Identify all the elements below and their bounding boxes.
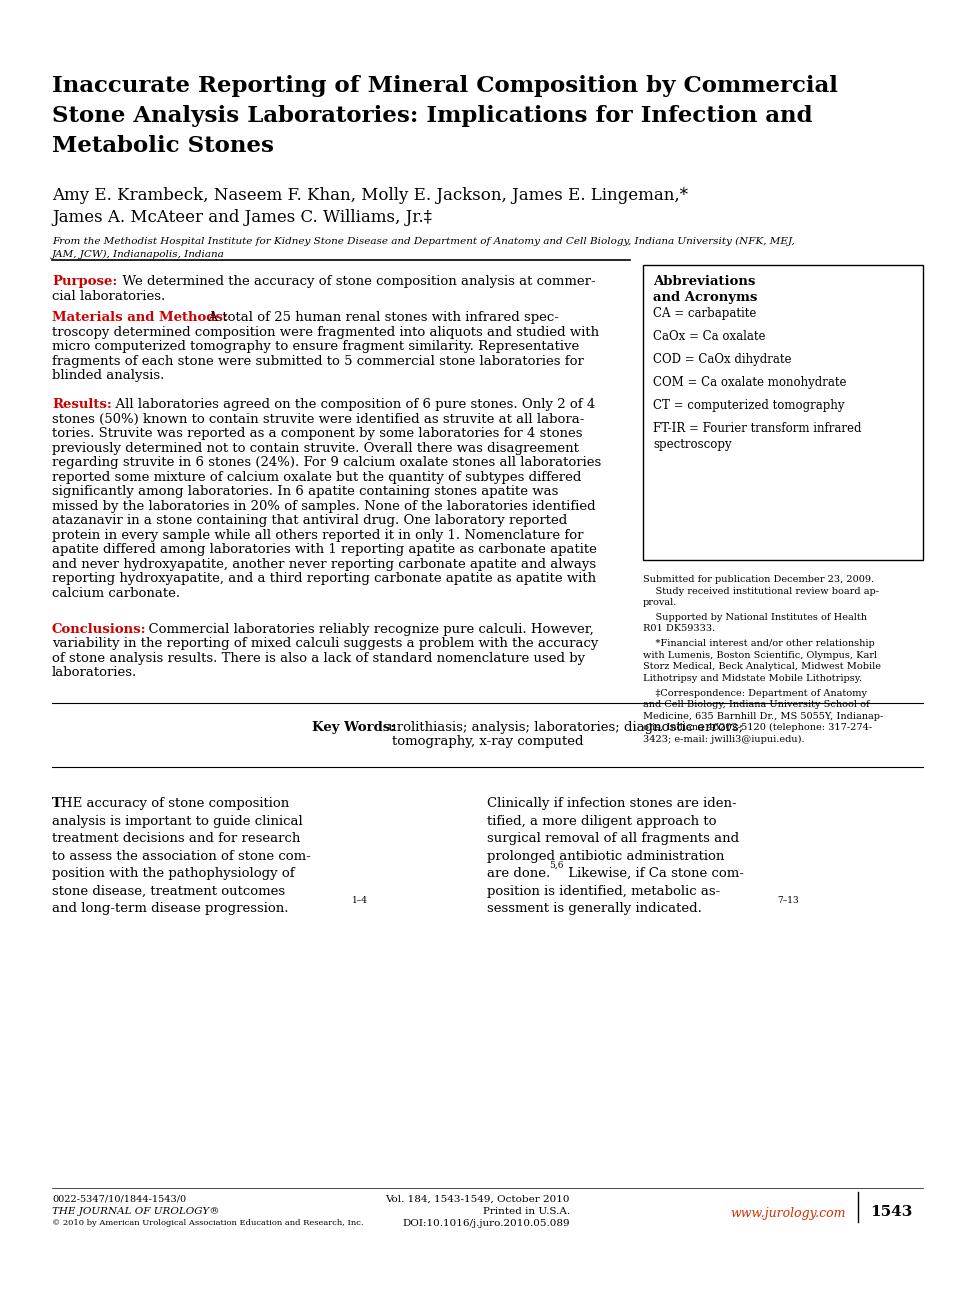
Text: to assess the association of stone com-: to assess the association of stone com- [52, 850, 311, 863]
Text: tories. Struvite was reported as a component by some laboratories for 4 stones: tories. Struvite was reported as a compo… [52, 427, 582, 440]
Text: Clinically if infection stones are iden-: Clinically if infection stones are iden- [487, 797, 737, 810]
Text: James A. McAteer and James C. Williams, Jr.‡: James A. McAteer and James C. Williams, … [52, 209, 432, 226]
Text: Likewise, if Ca stone com-: Likewise, if Ca stone com- [564, 867, 744, 880]
Text: THE JOURNAL OF UROLOGY®: THE JOURNAL OF UROLOGY® [52, 1207, 219, 1216]
Text: From the Methodist Hospital Institute for Kidney Stone Disease and Department of: From the Methodist Hospital Institute fo… [52, 238, 795, 247]
Text: Study received institutional review board ap-: Study received institutional review boar… [643, 586, 879, 595]
Text: R01 DK59333.: R01 DK59333. [643, 625, 716, 633]
Text: 3423; e-mail: jwilli3@iupui.edu).: 3423; e-mail: jwilli3@iupui.edu). [643, 735, 804, 744]
Text: position with the pathophysiology of: position with the pathophysiology of [52, 867, 294, 880]
Text: surgical removal of all fragments and: surgical removal of all fragments and [487, 833, 739, 846]
Text: fragments of each stone were submitted to 5 commercial stone laboratories for: fragments of each stone were submitted t… [52, 355, 584, 368]
Text: ‡Correspondence: Department of Anatomy: ‡Correspondence: Department of Anatomy [643, 689, 867, 698]
Text: © 2010 by American Urological Association Education and Research, Inc.: © 2010 by American Urological Associatio… [52, 1219, 364, 1227]
Text: COM = Ca oxalate monohydrate: COM = Ca oxalate monohydrate [653, 376, 846, 389]
Text: Supported by National Institutes of Health: Supported by National Institutes of Heal… [643, 613, 867, 622]
Text: and Cell Biology, Indiana University School of: and Cell Biology, Indiana University Sch… [643, 701, 870, 710]
Text: JAM, JCW), Indianapolis, Indiana: JAM, JCW), Indianapolis, Indiana [52, 251, 225, 260]
Text: Purpose:: Purpose: [52, 275, 117, 288]
Text: missed by the laboratories in 20% of samples. None of the laboratories identifie: missed by the laboratories in 20% of sam… [52, 500, 596, 513]
Text: 1–4: 1–4 [352, 897, 368, 906]
Text: Conclusions:: Conclusions: [52, 622, 146, 636]
Text: atazanavir in a stone containing that antiviral drug. One laboratory reported: atazanavir in a stone containing that an… [52, 514, 567, 527]
Text: proval.: proval. [643, 598, 678, 607]
Text: 1543: 1543 [870, 1205, 913, 1219]
Text: position is identified, metabolic as-: position is identified, metabolic as- [487, 885, 721, 898]
Text: All laboratories agreed on the composition of 6 pure stones. Only 2 of 4: All laboratories agreed on the compositi… [107, 398, 596, 411]
Text: 5,6: 5,6 [549, 861, 564, 870]
Text: 0022-5347/10/1844-1543/0: 0022-5347/10/1844-1543/0 [52, 1195, 186, 1205]
Text: stones (50%) known to contain struvite were identified as struvite at all labora: stones (50%) known to contain struvite w… [52, 412, 584, 425]
Text: stone disease, treatment outcomes: stone disease, treatment outcomes [52, 885, 285, 898]
Text: CT = computerized tomography: CT = computerized tomography [653, 399, 844, 412]
Text: troscopy determined composition were fragmented into aliquots and studied with: troscopy determined composition were fra… [52, 326, 599, 339]
Text: Key Words:: Key Words: [313, 720, 396, 733]
Text: treatment decisions and for research: treatment decisions and for research [52, 833, 300, 846]
Text: regarding struvite in 6 stones (24%). For 9 calcium oxalate stones all laborator: regarding struvite in 6 stones (24%). Fo… [52, 457, 602, 470]
Text: Inaccurate Reporting of Mineral Composition by Commercial: Inaccurate Reporting of Mineral Composit… [52, 74, 838, 97]
Text: HE accuracy of stone composition: HE accuracy of stone composition [61, 797, 290, 810]
Text: blinded analysis.: blinded analysis. [52, 369, 165, 382]
Text: tomography, x-ray computed: tomography, x-ray computed [392, 735, 583, 748]
Text: Metabolic Stones: Metabolic Stones [52, 134, 274, 157]
Text: Results:: Results: [52, 398, 112, 411]
Text: Amy E. Krambeck, Naseem F. Khan, Molly E. Jackson, James E. Lingeman,*: Amy E. Krambeck, Naseem F. Khan, Molly E… [52, 187, 688, 204]
Text: cial laboratories.: cial laboratories. [52, 290, 165, 303]
Text: urolithiasis; analysis; laboratories; diagnostic errors;: urolithiasis; analysis; laboratories; di… [384, 720, 744, 733]
Text: significantly among laboratories. In 6 apatite containing stones apatite was: significantly among laboratories. In 6 a… [52, 485, 559, 499]
Text: Medicine, 635 Barnhill Dr., MS 5055Y, Indianap-: Medicine, 635 Barnhill Dr., MS 5055Y, In… [643, 711, 883, 720]
Text: DOI:10.1016/j.juro.2010.05.089: DOI:10.1016/j.juro.2010.05.089 [403, 1219, 570, 1228]
Text: reported some mixture of calcium oxalate but the quantity of subtypes differed: reported some mixture of calcium oxalate… [52, 471, 581, 484]
Text: olis, Indiana 46202-5120 (telephone: 317-274-: olis, Indiana 46202-5120 (telephone: 317… [643, 723, 872, 732]
Text: Commercial laboratories reliably recognize pure calculi. However,: Commercial laboratories reliably recogni… [140, 622, 594, 636]
Text: and never hydroxyapatite, another never reporting carbonate apatite and always: and never hydroxyapatite, another never … [52, 557, 596, 570]
Text: CaOx = Ca oxalate: CaOx = Ca oxalate [653, 330, 765, 343]
Text: of stone analysis results. There is also a lack of standard nomenclature used by: of stone analysis results. There is also… [52, 652, 585, 666]
Text: Submitted for publication December 23, 2009.: Submitted for publication December 23, 2… [643, 576, 875, 585]
Text: and long-term disease progression.: and long-term disease progression. [52, 902, 289, 915]
Text: We determined the accuracy of stone composition analysis at commer-: We determined the accuracy of stone comp… [114, 275, 596, 288]
Text: analysis is important to guide clinical: analysis is important to guide clinical [52, 814, 303, 827]
Text: FT-IR = Fourier transform infrared
spectroscopy: FT-IR = Fourier transform infrared spect… [653, 422, 862, 452]
Text: CA = carbapatite: CA = carbapatite [653, 307, 757, 320]
Text: 7–13: 7–13 [777, 897, 799, 906]
Text: www.jurology.com: www.jurology.com [730, 1207, 845, 1220]
Text: reporting hydroxyapatite, and a third reporting carbonate apatite as apatite wit: reporting hydroxyapatite, and a third re… [52, 573, 596, 585]
Text: micro computerized tomography to ensure fragment similarity. Representative: micro computerized tomography to ensure … [52, 341, 579, 354]
Text: tified, a more diligent approach to: tified, a more diligent approach to [487, 814, 717, 827]
Text: COD = CaOx dihydrate: COD = CaOx dihydrate [653, 352, 792, 365]
Text: calcium carbonate.: calcium carbonate. [52, 587, 180, 600]
Text: are done.: are done. [487, 867, 550, 880]
Text: with Lumenis, Boston Scientific, Olympus, Karl: with Lumenis, Boston Scientific, Olympus… [643, 651, 878, 660]
Text: Lithotripsy and Midstate Mobile Lithotripsy.: Lithotripsy and Midstate Mobile Lithotri… [643, 673, 862, 683]
Text: prolonged antibiotic administration: prolonged antibiotic administration [487, 850, 724, 863]
Bar [643, 265, 923, 560]
Text: Stone Analysis Laboratories: Implications for Infection and: Stone Analysis Laboratories: Implication… [52, 104, 812, 127]
Text: T: T [52, 797, 61, 810]
Text: *Financial interest and/or other relationship: *Financial interest and/or other relatio… [643, 639, 875, 649]
Text: Storz Medical, Beck Analytical, Midwest Mobile: Storz Medical, Beck Analytical, Midwest … [643, 663, 881, 671]
Text: Printed in U.S.A.: Printed in U.S.A. [483, 1207, 570, 1216]
Text: Materials and Methods:: Materials and Methods: [52, 312, 228, 324]
Text: Vol. 184, 1543-1549, October 2010: Vol. 184, 1543-1549, October 2010 [385, 1195, 570, 1205]
Text: apatite differed among laboratories with 1 reporting apatite as carbonate apatit: apatite differed among laboratories with… [52, 543, 597, 556]
Text: variability in the reporting of mixed calculi suggests a problem with the accura: variability in the reporting of mixed ca… [52, 638, 599, 650]
Text: laboratories.: laboratories. [52, 667, 137, 680]
Text: sessment is generally indicated.: sessment is generally indicated. [487, 902, 702, 915]
Text: A total of 25 human renal stones with infrared spec-: A total of 25 human renal stones with in… [200, 312, 559, 324]
Text: Abbreviations
and Acronyms: Abbreviations and Acronyms [653, 275, 758, 304]
Text: protein in every sample while all others reported it in only 1. Nomenclature for: protein in every sample while all others… [52, 529, 583, 542]
Text: previously determined not to contain struvite. Overall there was disagreement: previously determined not to contain str… [52, 442, 579, 454]
